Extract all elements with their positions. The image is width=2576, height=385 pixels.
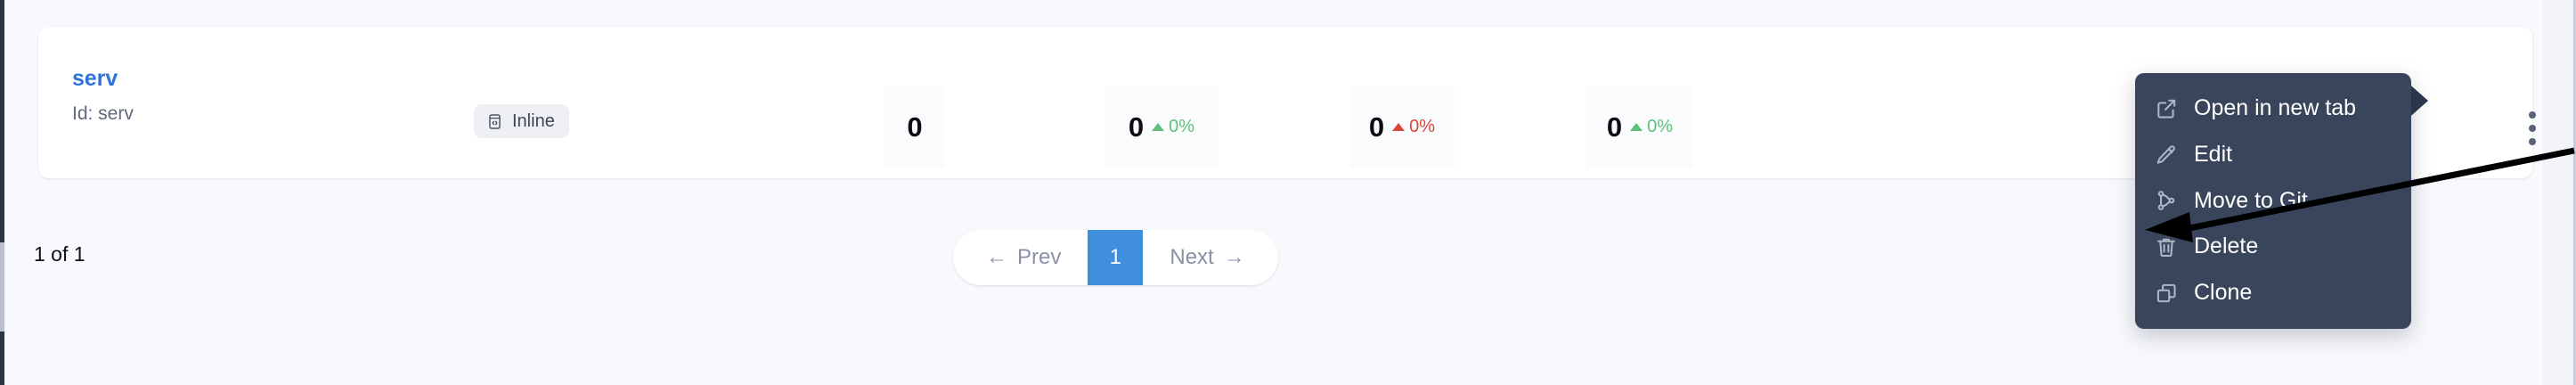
metric-value-4: 0 <box>1606 111 1623 143</box>
pagination-next-button[interactable]: Next → <box>1143 230 1278 285</box>
row-type-cell: Inline <box>474 104 569 138</box>
result-count-label: 1 of 1 <box>34 242 86 266</box>
context-menu-item-edit[interactable]: Edit <box>2135 132 2411 178</box>
metric-value-1: 0 <box>907 111 923 143</box>
metric-value-2: 0 <box>1128 111 1145 143</box>
metric-delta-label-2: 0% <box>1169 117 1195 136</box>
left-sidebar-rail <box>0 0 4 385</box>
pagination-prev-button[interactable]: ← Prev <box>953 230 1088 285</box>
pagination-page-1[interactable]: 1 <box>1088 230 1144 285</box>
metric-value-3: 0 <box>1368 111 1385 143</box>
pencil-icon <box>2155 143 2178 167</box>
metric-cell-3: 0 0% <box>1349 86 1455 168</box>
metric-delta-4: 0% <box>1630 118 1673 135</box>
metric-cell-2: 0 0% <box>1105 86 1219 168</box>
trash-icon <box>2155 235 2178 258</box>
context-menu-label: Move to Git <box>2194 187 2308 213</box>
kebab-dot-icon <box>2529 111 2536 119</box>
left-rail-scroll-indicator <box>0 242 4 332</box>
context-menu-label: Open in new tab <box>2194 95 2357 120</box>
context-menu-label: Edit <box>2194 141 2233 167</box>
triangle-up-icon <box>1152 122 1165 131</box>
git-branch-icon <box>2155 189 2178 212</box>
copy-icon <box>2155 282 2178 305</box>
metric-delta-3: 0% <box>1392 118 1435 135</box>
row-actions-kebab-button[interactable] <box>2517 111 2547 145</box>
inline-code-icon <box>486 113 503 130</box>
table-row[interactable]: serv Id: serv Inline 0 0 <box>38 27 2536 178</box>
triangle-up-icon <box>1392 122 1406 131</box>
status-badge: Inline <box>474 104 569 138</box>
context-menu-item-open-in-new-tab[interactable]: Open in new tab <box>2135 86 2411 132</box>
context-menu-item-clone[interactable]: Clone <box>2135 270 2411 316</box>
metric-delta-label-4: 0% <box>1647 117 1674 136</box>
pagination-next-label: Next <box>1170 245 1214 269</box>
kebab-dot-icon <box>2529 125 2536 132</box>
context-menu-label: Clone <box>2194 280 2253 305</box>
arrow-right-icon: → <box>1223 245 1245 269</box>
metric-delta-label-3: 0% <box>1409 117 1436 136</box>
arrow-left-icon: ← <box>986 245 1007 269</box>
row-id-label: Id: serv <box>72 102 134 124</box>
row-name-cell: serv Id: serv <box>72 66 411 124</box>
row-name-link[interactable]: serv <box>72 66 118 91</box>
context-menu-label: Delete <box>2194 233 2259 259</box>
context-menu-item-move-to-git[interactable]: Move to Git <box>2135 178 2411 225</box>
metric-cell-1: 0 <box>884 86 945 168</box>
kebab-dot-icon <box>2529 138 2536 145</box>
metric-cell-4: 0 0% <box>1586 86 1693 168</box>
metric-delta-2: 0% <box>1152 118 1194 135</box>
status-badge-label: Inline <box>512 111 555 131</box>
external-link-icon <box>2155 97 2178 120</box>
row-context-menu: Open in new tab Edit <box>2135 73 2411 329</box>
pagination-prev-label: Prev <box>1017 245 1062 269</box>
context-menu-item-delete[interactable]: Delete <box>2135 224 2411 270</box>
pagination: ← Prev 1 Next → <box>953 230 1278 285</box>
right-gutter <box>2543 0 2573 385</box>
triangle-up-icon <box>1630 122 1643 131</box>
